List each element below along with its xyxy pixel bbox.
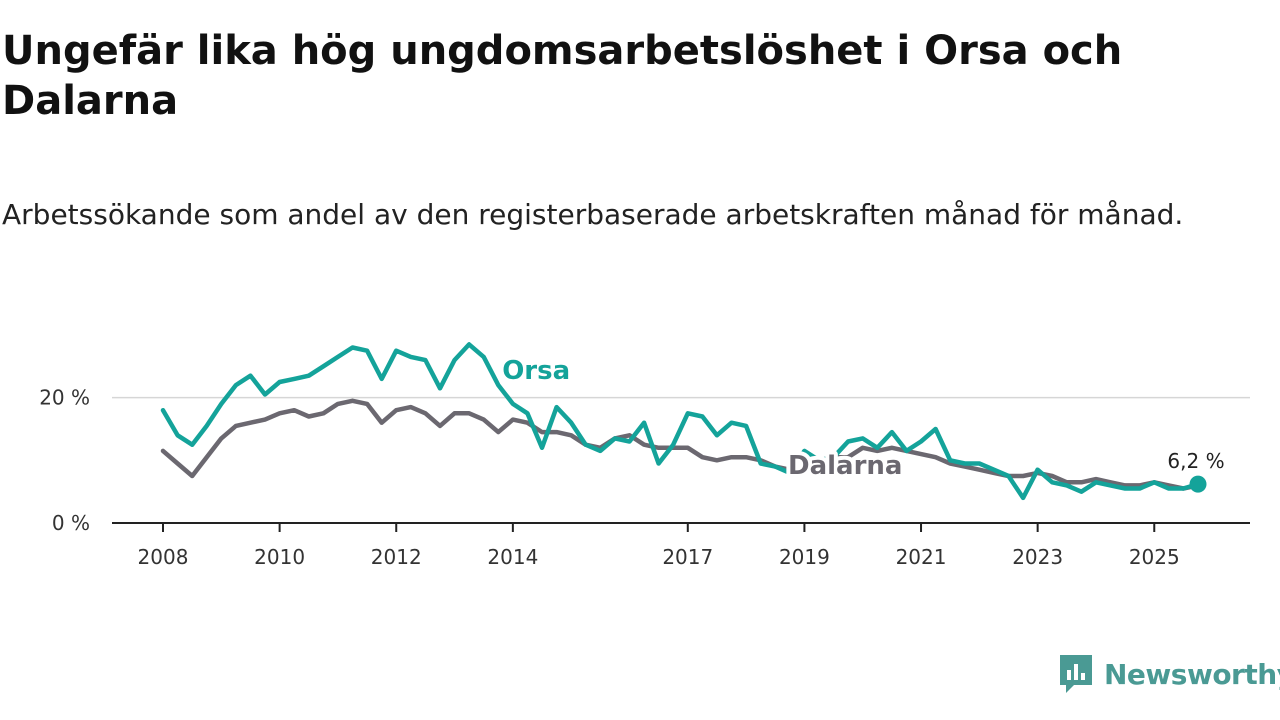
y-tick-label: 20 % [39, 386, 90, 410]
newsworthy-brand[interactable]: Newsworthy [1058, 652, 1280, 696]
y-axis-ticks: 0 % 20 % [39, 386, 90, 535]
series-line-orsa [160, 342, 1201, 501]
x-tick-label: 2021 [896, 545, 947, 569]
series-line-dalarna [160, 398, 1201, 491]
x-tick-label: 2010 [254, 545, 305, 569]
series-labels: Orsa Dalarna 6,2 % [498, 352, 1225, 493]
x-tick-label: 2012 [371, 545, 422, 569]
chart-subtitle: Arbetssökande som andel av den registerb… [2, 198, 1184, 231]
x-tick-label: 2014 [487, 545, 538, 569]
newsworthy-wordmark: Newsworthy [1104, 657, 1280, 691]
chart-title: Ungefär lika hög ungdomsarbetslöshet i O… [2, 28, 1123, 124]
x-axis: 2008 2010 2012 2014 2017 2019 2021 2023 2025 [112, 522, 1250, 569]
series-label-dalarna: Dalarna [788, 451, 902, 481]
x-tick-label: 2019 [779, 545, 830, 569]
x-tick-label: 2008 [138, 545, 189, 569]
y-tick-label: 0 % [52, 511, 90, 535]
end-point-marker [1189, 475, 1207, 493]
x-tick-label: 2017 [662, 545, 713, 569]
newsworthy-logo-icon [1060, 655, 1092, 693]
end-value-label: 6,2 % [1167, 449, 1224, 473]
series-label-orsa: Orsa [502, 356, 570, 386]
x-tick-label: 2025 [1129, 545, 1180, 569]
x-tick-label: 2023 [1012, 545, 1063, 569]
series-lines [160, 342, 1201, 501]
